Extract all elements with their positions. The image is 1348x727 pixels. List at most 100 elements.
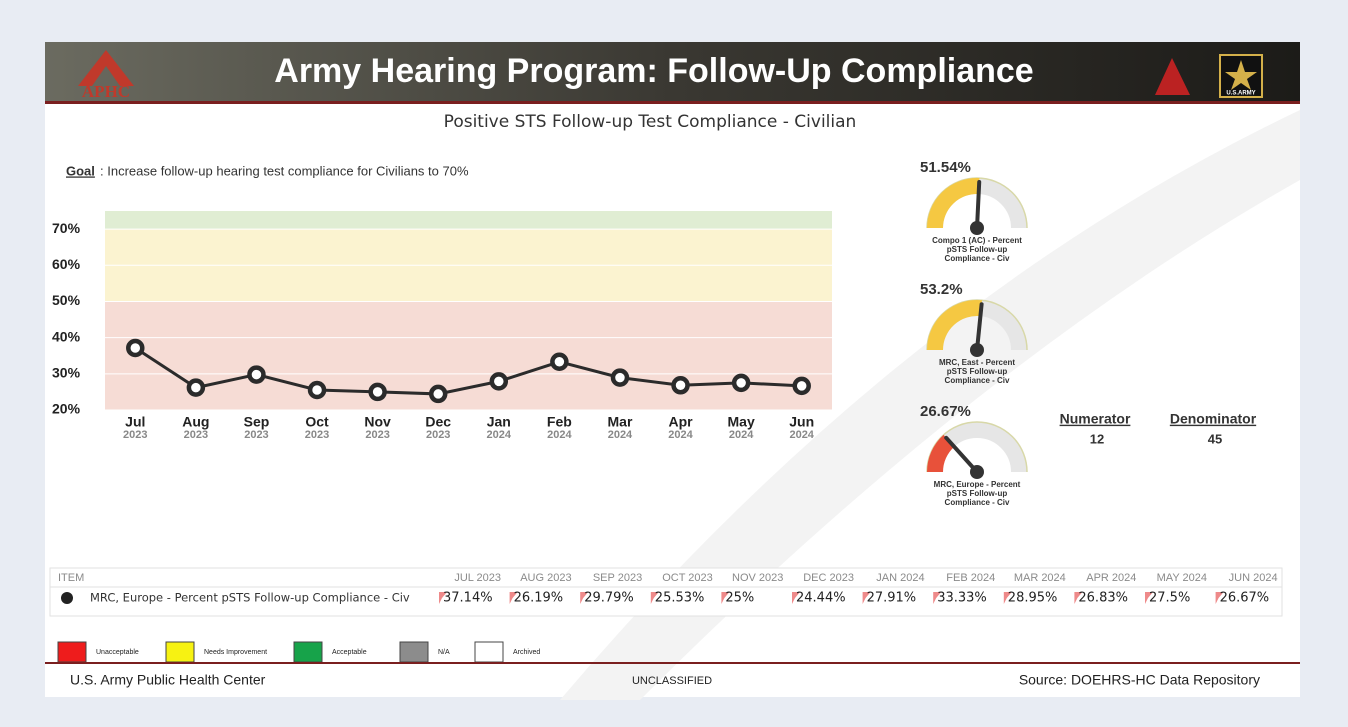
legend-label: N/A bbox=[438, 649, 450, 656]
chart-title: Positive STS Follow-up Test Compliance -… bbox=[444, 112, 857, 132]
gauge-name: MRC, Europe - Percent bbox=[934, 480, 1021, 489]
cell-value: 29.79% bbox=[584, 591, 634, 606]
cell-flag bbox=[580, 592, 589, 604]
plot: 20%30%40%50%60%70%Jul2023Aug2023Sep2023O… bbox=[52, 211, 832, 441]
legend-swatch bbox=[474, 641, 504, 663]
row-item: MRC, Europe - Percent pSTS Follow-up Com… bbox=[90, 591, 410, 605]
x-tick-label: Mar bbox=[608, 414, 633, 430]
series-line bbox=[134, 346, 802, 396]
zone-band bbox=[105, 301, 832, 410]
column-header: AUG 2023 bbox=[520, 572, 571, 584]
x-tick-year: 2024 bbox=[547, 429, 572, 441]
cell-value: 28.95% bbox=[1008, 591, 1058, 606]
footer-rule bbox=[45, 662, 1300, 664]
x-tick-label: Apr bbox=[668, 414, 693, 430]
cell-value: 26.19% bbox=[514, 591, 564, 606]
gauge-name: pSTS Follow-up bbox=[947, 489, 1008, 498]
x-tick-year: 2023 bbox=[305, 429, 329, 441]
x-tick-label: Sep bbox=[244, 414, 270, 430]
point bbox=[428, 384, 448, 404]
cell-value: 37.14% bbox=[443, 591, 493, 606]
gauge-value-label: 53.2% bbox=[920, 281, 963, 298]
y-tick-label: 50% bbox=[52, 292, 81, 308]
point bbox=[731, 373, 751, 393]
x-tick-label: May bbox=[728, 414, 755, 430]
legend-swatch bbox=[399, 641, 429, 663]
x-tick-label: Jul bbox=[125, 414, 145, 430]
header-band bbox=[45, 42, 1300, 102]
x-tick-year: 2023 bbox=[184, 429, 208, 441]
column-header: NOV 2023 bbox=[732, 572, 783, 584]
x-tick-year: 2024 bbox=[668, 429, 693, 441]
gauge-fill bbox=[927, 178, 980, 229]
cell-flag bbox=[1215, 592, 1224, 604]
x-tick-year: 2024 bbox=[608, 429, 633, 441]
emblem bbox=[1155, 58, 1190, 95]
goal-text: : Increase follow-up hearing test compli… bbox=[100, 163, 469, 178]
cell-flag bbox=[721, 592, 730, 604]
header-title: Army Hearing Program: Follow-Up Complian… bbox=[274, 52, 1033, 90]
y-tick-label: 30% bbox=[52, 365, 81, 381]
x-tick-label: Jan bbox=[487, 414, 511, 430]
cell-flag bbox=[1145, 592, 1153, 604]
y-tick-label: 20% bbox=[52, 401, 81, 417]
gauge-name: pSTS Follow-up bbox=[947, 245, 1008, 254]
cell-flag bbox=[1003, 592, 1012, 604]
gauge-needle bbox=[975, 180, 982, 230]
zone-band bbox=[105, 211, 832, 230]
gauge-name: Compliance - Civ bbox=[945, 254, 1010, 263]
point bbox=[368, 382, 387, 402]
y-tick-label: 60% bbox=[52, 256, 81, 272]
legend-label: Acceptable bbox=[332, 649, 367, 656]
denominator-label: Denominator bbox=[1170, 411, 1257, 427]
legend-swatch bbox=[293, 641, 323, 663]
cell-value: 27.5% bbox=[1149, 591, 1190, 606]
x-tick-year: 2023 bbox=[426, 429, 450, 441]
gauge-name: Compo 1 (AC) - Percent bbox=[932, 236, 1022, 245]
column-header: MAY 2024 bbox=[1157, 572, 1207, 584]
cell-value: 27.91% bbox=[867, 591, 917, 606]
aphc-logo bbox=[78, 50, 134, 86]
column-header: DEC 2023 bbox=[803, 572, 854, 584]
point bbox=[610, 368, 630, 387]
legend-swatch bbox=[57, 641, 87, 663]
x-tick-label: Oct bbox=[305, 414, 329, 430]
point bbox=[186, 378, 206, 397]
legend: Unacceptable Needs Improvement Acceptable N… bbox=[57, 641, 540, 663]
column-header: SEP 2023 bbox=[593, 572, 642, 584]
footer-left: U.S. Army Public Health Center bbox=[70, 672, 266, 688]
cell-flag bbox=[933, 592, 942, 604]
cell-value: 33.33% bbox=[937, 591, 987, 606]
column-header: MAR 2024 bbox=[1014, 572, 1066, 584]
x-tick-label: Nov bbox=[364, 414, 391, 430]
y-tick-label: 40% bbox=[52, 328, 81, 344]
goal-label: Goal bbox=[66, 163, 95, 178]
column-header: FEB 2024 bbox=[946, 572, 995, 584]
legend-swatch bbox=[165, 641, 195, 663]
x-tick-year: 2024 bbox=[487, 429, 512, 441]
legend-label: Unacceptable bbox=[96, 649, 139, 656]
gauge-hub bbox=[970, 343, 984, 357]
cell-flag bbox=[439, 592, 447, 604]
column-header: ITEM bbox=[58, 572, 84, 584]
gauge-fill bbox=[927, 434, 955, 473]
footer-center: UNCLASSIFIED bbox=[632, 675, 712, 687]
point bbox=[792, 376, 811, 396]
x-tick-year: 2024 bbox=[789, 429, 814, 441]
x-tick-year: 2024 bbox=[729, 429, 754, 441]
numerator-value: 12 bbox=[1090, 431, 1104, 446]
gauge-needle bbox=[975, 302, 984, 352]
gauge-name: Compliance - Civ bbox=[945, 376, 1010, 385]
column-header: OCT 2023 bbox=[662, 572, 713, 584]
gauge-fill bbox=[927, 300, 983, 351]
x-tick-year: 2023 bbox=[123, 429, 147, 441]
legend-label: Needs Improvement bbox=[204, 649, 267, 656]
cell-flag bbox=[650, 592, 659, 604]
column-header: JUN 2024 bbox=[1229, 572, 1278, 584]
point bbox=[247, 365, 266, 384]
point bbox=[126, 338, 145, 358]
cell-value: 26.83% bbox=[1078, 591, 1128, 606]
x-tick-label: Aug bbox=[182, 414, 209, 430]
